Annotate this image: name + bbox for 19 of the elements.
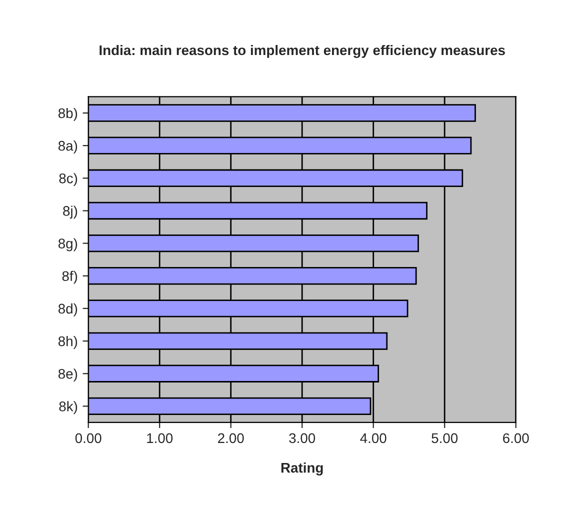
y-tick-label: 8c) bbox=[59, 173, 78, 186]
y-tick-label: 8f) bbox=[62, 270, 78, 284]
y-tick-label: 8e) bbox=[58, 368, 78, 382]
chart-title: India: main reasons to implement energy efficiency measures bbox=[100, 44, 505, 58]
x-tick-label: 5.00 bbox=[432, 433, 458, 444]
x-tick-label: 6.00 bbox=[503, 433, 529, 444]
y-tick-label: 8a) bbox=[58, 140, 78, 154]
y-tick-label: 8d) bbox=[58, 303, 78, 316]
x-tick-label: 2.00 bbox=[218, 433, 244, 444]
y-tick-label: 8j) bbox=[63, 206, 78, 219]
x-tick-label: 4.00 bbox=[360, 433, 386, 444]
y-tick-label: 8b) bbox=[58, 108, 78, 121]
x-tick-label: 3.00 bbox=[289, 433, 316, 444]
x-tick-label: 1.00 bbox=[147, 433, 173, 444]
y-tick-label: 8k) bbox=[59, 401, 78, 414]
y-tick-label: 8g) bbox=[58, 238, 78, 252]
x-axis-title: Rating bbox=[281, 462, 323, 476]
y-tick-label: 8h) bbox=[58, 336, 78, 349]
x-tick-label: 0.00 bbox=[75, 433, 102, 444]
